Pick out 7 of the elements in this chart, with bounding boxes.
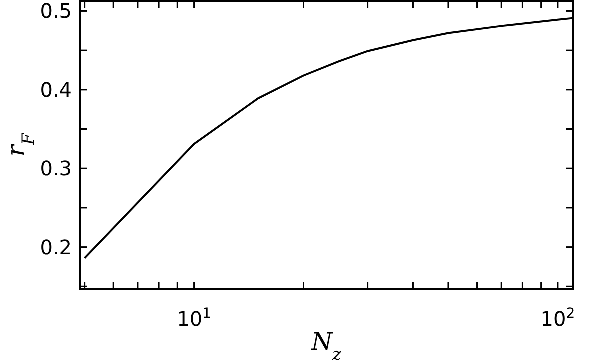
x-axis-title: N$_{z}$ xyxy=(310,328,342,364)
x-tick-label: 10$^{1}$ xyxy=(177,306,212,331)
y-tick-label: 0.3 xyxy=(40,156,72,181)
x-tick-label: 10$^{2}$ xyxy=(540,306,576,331)
y-tick-label: 0.5 xyxy=(40,0,72,24)
y-tick-label: 0.4 xyxy=(40,78,72,102)
y-tick-label: 0.2 xyxy=(40,235,72,260)
